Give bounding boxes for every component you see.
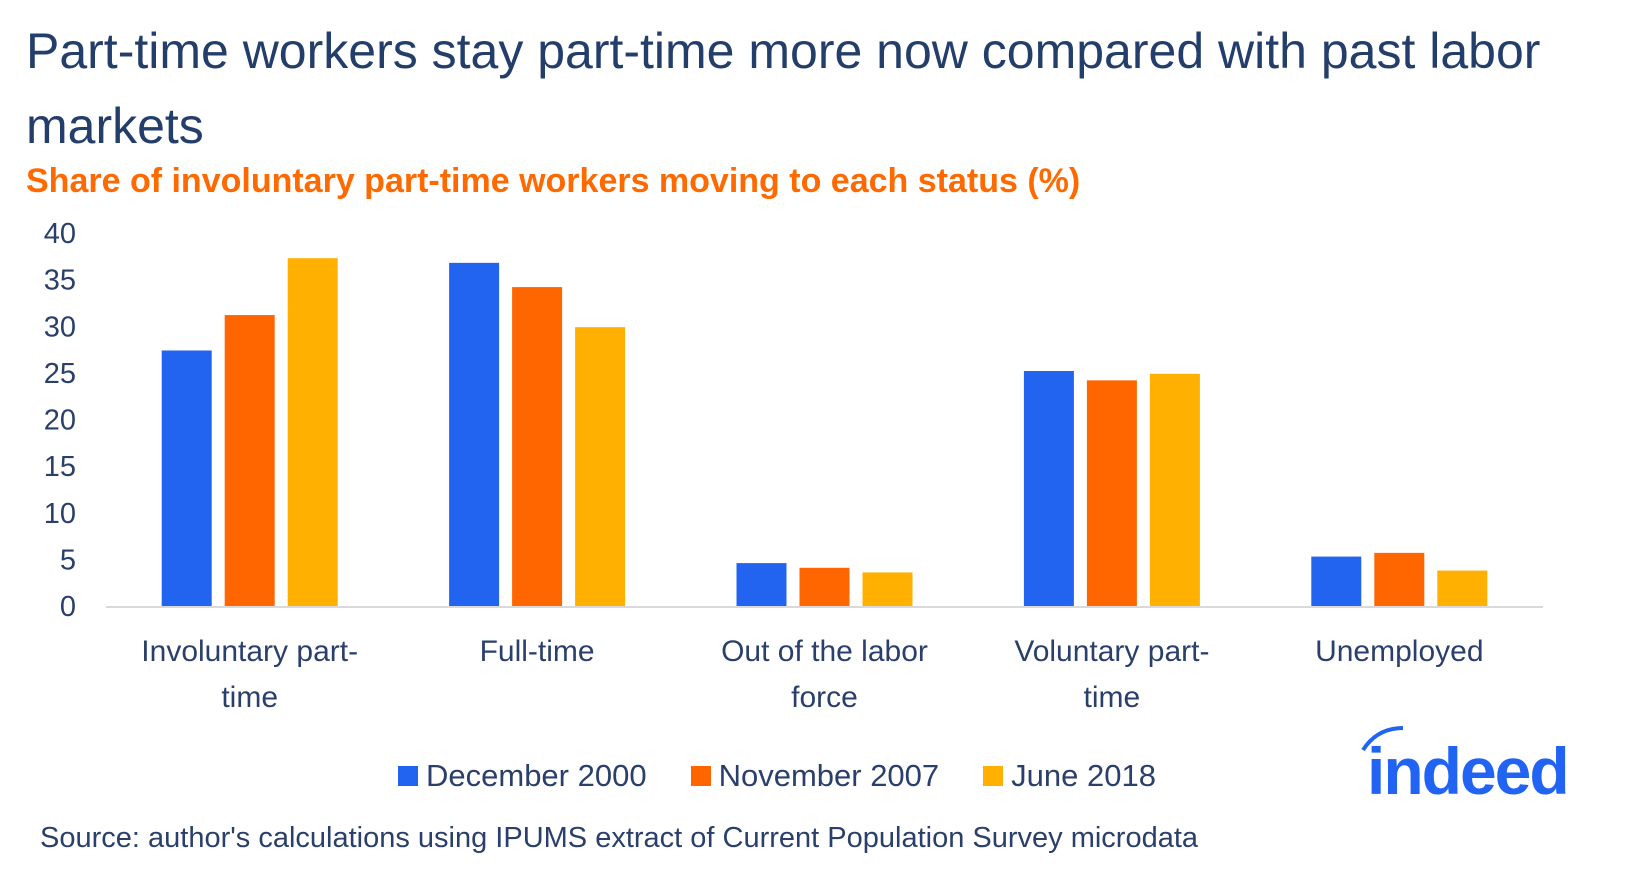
x-category-label: Full-time bbox=[480, 635, 595, 668]
y-tick-label: 20 bbox=[44, 405, 76, 437]
y-tick-label: 15 bbox=[44, 451, 76, 483]
bar-november-2007 bbox=[799, 567, 850, 606]
source-note: Source: author's calculations using IPUM… bbox=[40, 822, 1199, 854]
x-category-label: Involuntary part- bbox=[141, 635, 358, 668]
bar-november-2007 bbox=[1374, 552, 1425, 606]
x-category-label: Voluntary part- bbox=[1014, 635, 1209, 668]
bar-december-2000 bbox=[161, 350, 212, 606]
bar-december-2000 bbox=[1023, 371, 1074, 606]
bar-november-2007 bbox=[1086, 380, 1137, 606]
y-tick-label: 40 bbox=[44, 218, 76, 250]
y-tick-label: 0 bbox=[60, 591, 76, 623]
chart-title: Part-time workers stay part-time more no… bbox=[26, 23, 1541, 154]
y-tick-label: 5 bbox=[60, 544, 76, 576]
legend-swatch bbox=[398, 766, 418, 786]
y-tick-label: 30 bbox=[44, 311, 76, 343]
legend-item: December 2000 bbox=[398, 758, 647, 794]
x-category-label: time bbox=[1084, 681, 1141, 714]
chart-subtitle: Share of involuntary part-time workers m… bbox=[26, 162, 1081, 200]
bar-november-2007 bbox=[224, 315, 275, 606]
legend-swatch bbox=[690, 766, 711, 786]
legend-swatch bbox=[983, 766, 1004, 786]
legend-label: December 2000 bbox=[426, 758, 647, 793]
bar-december-2000 bbox=[449, 262, 500, 606]
legend-label: June 2018 bbox=[1011, 758, 1156, 793]
y-tick-label: 25 bbox=[44, 358, 76, 390]
bar-december-2000 bbox=[1311, 556, 1362, 606]
legend-item: November 2007 bbox=[690, 758, 940, 794]
bar-june-2018 bbox=[1437, 570, 1488, 606]
legend-label: November 2007 bbox=[718, 758, 940, 793]
x-category-label: Unemployed bbox=[1315, 635, 1483, 668]
bar-june-2018 bbox=[1149, 373, 1200, 606]
bar-june-2018 bbox=[862, 572, 913, 606]
indeed-logo: indeed bbox=[1361, 726, 1570, 802]
x-category-label: force bbox=[791, 681, 858, 714]
legend-item: June 2018 bbox=[983, 758, 1156, 794]
y-tick-label: 10 bbox=[44, 498, 76, 530]
bar-november-2007 bbox=[512, 287, 563, 606]
y-tick-label: 35 bbox=[44, 265, 76, 297]
bar-june-2018 bbox=[575, 327, 626, 606]
bar-june-2018 bbox=[287, 258, 338, 606]
svg-text:indeed: indeed bbox=[1367, 734, 1568, 802]
x-category-label: time bbox=[221, 681, 278, 714]
bar-december-2000 bbox=[736, 563, 787, 606]
x-category-label: Out of the labor bbox=[721, 635, 928, 668]
legend: December 2000 November 2007 June 2018 bbox=[398, 758, 1156, 794]
